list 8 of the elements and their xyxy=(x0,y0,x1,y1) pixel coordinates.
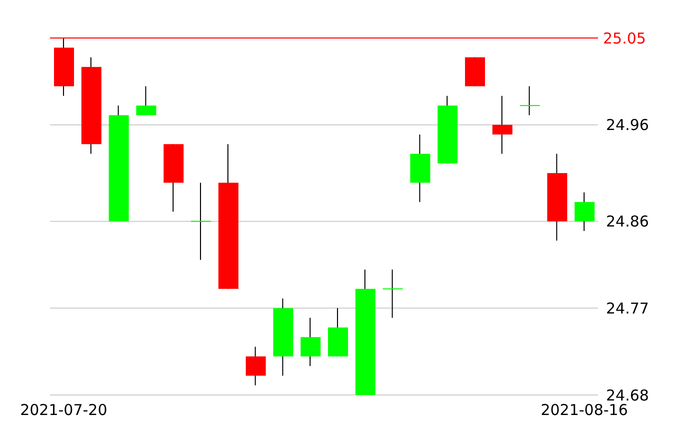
candlestick xyxy=(191,182,211,260)
x-tick-label: 2021-07-20 xyxy=(20,401,108,419)
y-tick-label: 24.77 xyxy=(606,299,649,318)
candlestick xyxy=(382,270,403,318)
candlestick xyxy=(520,86,540,116)
ref-line-label: 25.05 xyxy=(603,29,646,48)
y-tick-label: 24.86 xyxy=(606,212,649,231)
y-tick-label: 24.96 xyxy=(606,116,649,134)
